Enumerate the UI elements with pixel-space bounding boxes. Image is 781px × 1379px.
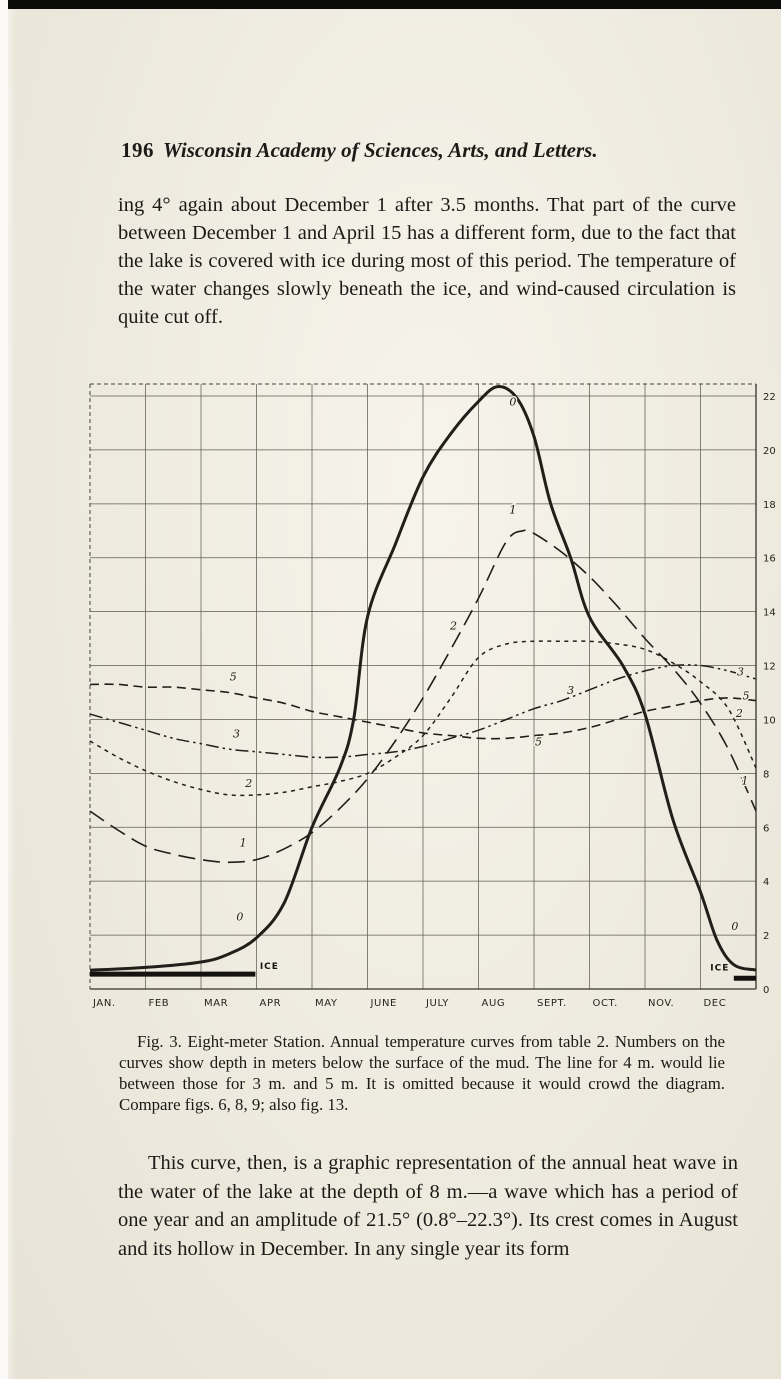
curve-label-1: 1 [509, 504, 516, 517]
y-tick-4: 4 [763, 877, 769, 888]
curve-depth-5m [89, 683, 757, 740]
curve-depth-2m [89, 640, 757, 797]
x-tick-JULY: JULY [425, 998, 449, 1009]
curve-depth-3m [89, 664, 757, 759]
curve-label-2: 2 [449, 619, 457, 632]
x-tick-NOV: NOV. [648, 998, 674, 1009]
curve-depth-1m [89, 529, 757, 864]
y-tick-18: 18 [763, 500, 776, 511]
figure-caption: Fig. 3. Eight-meter Station. Annual temp… [119, 1032, 725, 1115]
y-tick-20: 20 [763, 446, 776, 457]
series-curves [89, 385, 757, 972]
x-tick-AUG: AUG [482, 998, 506, 1009]
y-axis-labels: 0 2 4 6 8 10 12 14 16 18 20 22 [763, 392, 776, 996]
y-tick-6: 6 [763, 823, 769, 834]
y-tick-0: 0 [763, 985, 769, 996]
curve-label-3: 3 [233, 727, 240, 740]
x-tick-APR: APR [260, 998, 282, 1009]
x-tick-JAN: JAN. [92, 998, 116, 1009]
y-tick-12: 12 [763, 662, 776, 673]
x-tick-FEB: FEB [149, 998, 170, 1009]
x-tick-JUNE: JUNE [370, 998, 397, 1009]
y-tick-8: 8 [763, 769, 769, 780]
chart-frame [89, 383, 757, 990]
y-tick-10: 10 [763, 715, 776, 726]
running-head: 196 Wisconsin Academy of Sciences, Arts, … [121, 138, 737, 163]
curve-label-0: 0 [509, 396, 516, 409]
paragraph-top: ing 4° again about December 1 after 3.5 … [118, 194, 736, 329]
curve-label-5: 5 [535, 735, 542, 748]
ice-label: ICE [260, 962, 279, 972]
curve-label-1: 1 [240, 836, 247, 849]
y-tick-2: 2 [763, 931, 769, 942]
ice-label: ICE [710, 963, 729, 973]
curve-label-5: 5 [230, 671, 237, 684]
y-tick-14: 14 [763, 608, 776, 619]
curve-label-2: 2 [735, 707, 743, 720]
x-tick-SEPT: SEPT. [537, 998, 567, 1009]
paragraph-bottom: This curve, then, is a graphic represent… [118, 1152, 738, 1261]
x-tick-DEC: DEC [704, 998, 727, 1009]
x-tick-MAY: MAY [315, 998, 338, 1009]
page-number: 196 [121, 138, 154, 162]
figure-3-chart: 0 2 4 6 8 10 12 14 16 18 20 22 JAN. FEB MAR APR MAY JUNE J… [87, 379, 777, 1011]
curve-label-0: 0 [731, 920, 738, 933]
scan-edge-top [8, 0, 781, 9]
ice-marks: ICE ICE [90, 962, 756, 981]
journal-title: Wisconsin Academy of Sciences, Arts, and… [163, 138, 598, 162]
curve-depth-0m [89, 385, 757, 972]
x-tick-OCT: OCT. [593, 998, 618, 1009]
scan-edge-left [0, 0, 8, 1379]
curve-label-0: 0 [236, 911, 243, 924]
y-tick-16: 16 [763, 554, 776, 565]
curve-label-3: 3 [567, 684, 574, 697]
curve-label-3: 3 [737, 665, 744, 678]
y-tick-22: 22 [763, 392, 776, 403]
curve-label-5: 5 [743, 690, 750, 703]
curve-label-2: 2 [244, 777, 252, 790]
x-axis-labels: JAN. FEB MAR APR MAY JUNE JULY AUG SEPT. OCT. NOV.… [92, 998, 726, 1009]
x-tick-MAR: MAR [204, 998, 228, 1009]
curve-label-1: 1 [741, 774, 748, 787]
